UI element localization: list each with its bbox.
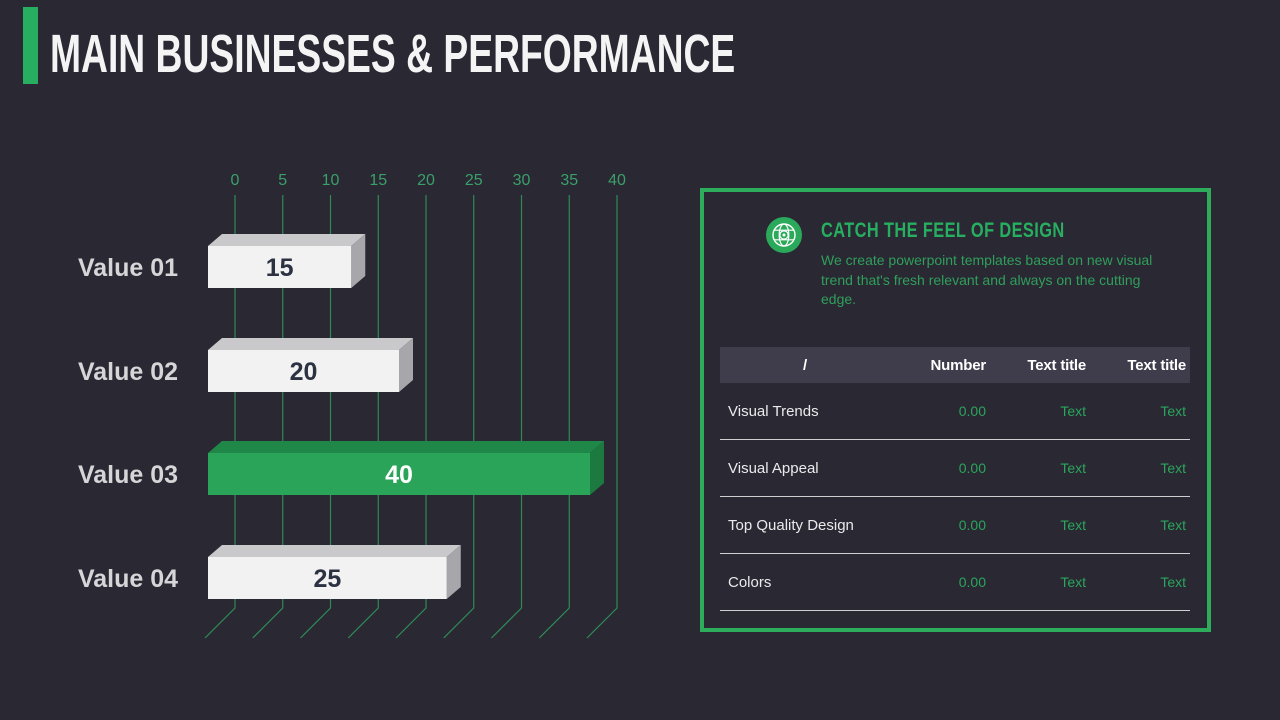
table-cell: Text — [1160, 460, 1186, 476]
axis-tick-label: 35 — [560, 172, 578, 189]
table-cell: Text — [1060, 574, 1086, 590]
table-cell: Text — [1160, 517, 1186, 533]
axis-tick-label: 5 — [278, 172, 287, 189]
bar-side-face — [399, 338, 413, 392]
table-cell: Text — [1060, 517, 1086, 533]
gridline — [538, 195, 570, 639]
table-cell: Text — [1060, 460, 1086, 476]
table-header-cell: Text title — [1027, 356, 1086, 374]
panel-table: / Number Text title Text title Visual Trend… — [720, 347, 1190, 611]
slide-title: MAIN BUSINESSES & PERFORMANCE — [50, 24, 736, 84]
table-row: Colors 0.00 Text Text — [720, 554, 1190, 611]
gridline — [347, 195, 379, 639]
bar-top-face — [208, 441, 604, 453]
table-cell: 0.00 — [958, 574, 986, 590]
table-header-cell: Number — [930, 356, 987, 374]
gridline — [395, 195, 427, 639]
axis-tick-label: 10 — [322, 172, 340, 189]
table-row: Top Quality Design 0.00 Text Text — [720, 497, 1190, 554]
globe-gear-icon — [766, 217, 802, 253]
axis-tick-label: 30 — [513, 172, 531, 189]
title-accent-bar — [23, 7, 38, 84]
table-cell: 0.00 — [958, 460, 986, 476]
table-body: Visual Trends 0.00 Text Text Visual Appeal 0.… — [720, 383, 1190, 611]
gridline — [443, 195, 475, 639]
axis-tick-label: 0 — [231, 172, 240, 189]
panel-description: We create powerpoint templates based on … — [821, 252, 1153, 307]
bar-value-label: 15 — [266, 254, 294, 282]
table-row: Visual Appeal 0.00 Text Text — [720, 440, 1190, 497]
axis-tick-label: 20 — [417, 172, 435, 189]
gridline — [204, 195, 236, 639]
bar-side-face — [446, 545, 461, 599]
table-cell: Text — [1160, 403, 1186, 419]
bar-value-label: 25 — [313, 565, 341, 593]
table-cell: Text — [1160, 574, 1186, 590]
bar-side-face — [351, 234, 366, 288]
bar — [208, 246, 352, 288]
axis-tick-label: 25 — [465, 172, 483, 189]
gridline — [586, 195, 618, 639]
axis-tick-label: 40 — [608, 172, 626, 189]
table-header-row: / Number Text title Text title — [720, 347, 1190, 383]
table-header-cell: / — [803, 356, 807, 374]
table-row-label: Visual Appeal — [728, 459, 819, 477]
bar-category-label: Value 01 — [78, 254, 178, 282]
bar-value-label: 40 — [385, 461, 413, 489]
bar — [208, 350, 399, 392]
table-row-label: Colors — [728, 573, 772, 591]
bar-top-face — [208, 234, 366, 246]
table-row: Visual Trends 0.00 Text Text — [720, 383, 1190, 440]
table-row-label: Top Quality Design — [728, 516, 854, 534]
info-panel: CATCH THE FEEL OF DESIGN We create power… — [700, 188, 1211, 632]
table-cell: 0.00 — [958, 403, 986, 419]
table-row-label: Visual Trends — [728, 402, 819, 420]
bar-value-label: 20 — [290, 358, 318, 386]
bar-side-face — [590, 441, 604, 495]
gridline — [252, 195, 284, 639]
bar-category-label: Value 04 — [78, 565, 178, 593]
table-cell: 0.00 — [958, 517, 986, 533]
bar-category-label: Value 03 — [78, 461, 178, 489]
table-header-cell: Text title — [1127, 356, 1186, 374]
bar — [208, 557, 447, 599]
axis-tick-label: 15 — [369, 172, 387, 189]
bar-top-face — [208, 545, 461, 557]
bar-category-label: Value 02 — [78, 358, 178, 386]
gridline — [300, 195, 332, 639]
table-cell: Text — [1060, 403, 1086, 419]
panel-heading: CATCH THE FEEL OF DESIGN — [821, 219, 1065, 242]
bar-top-face — [208, 338, 413, 350]
gridline — [491, 195, 523, 639]
bar — [208, 453, 590, 495]
